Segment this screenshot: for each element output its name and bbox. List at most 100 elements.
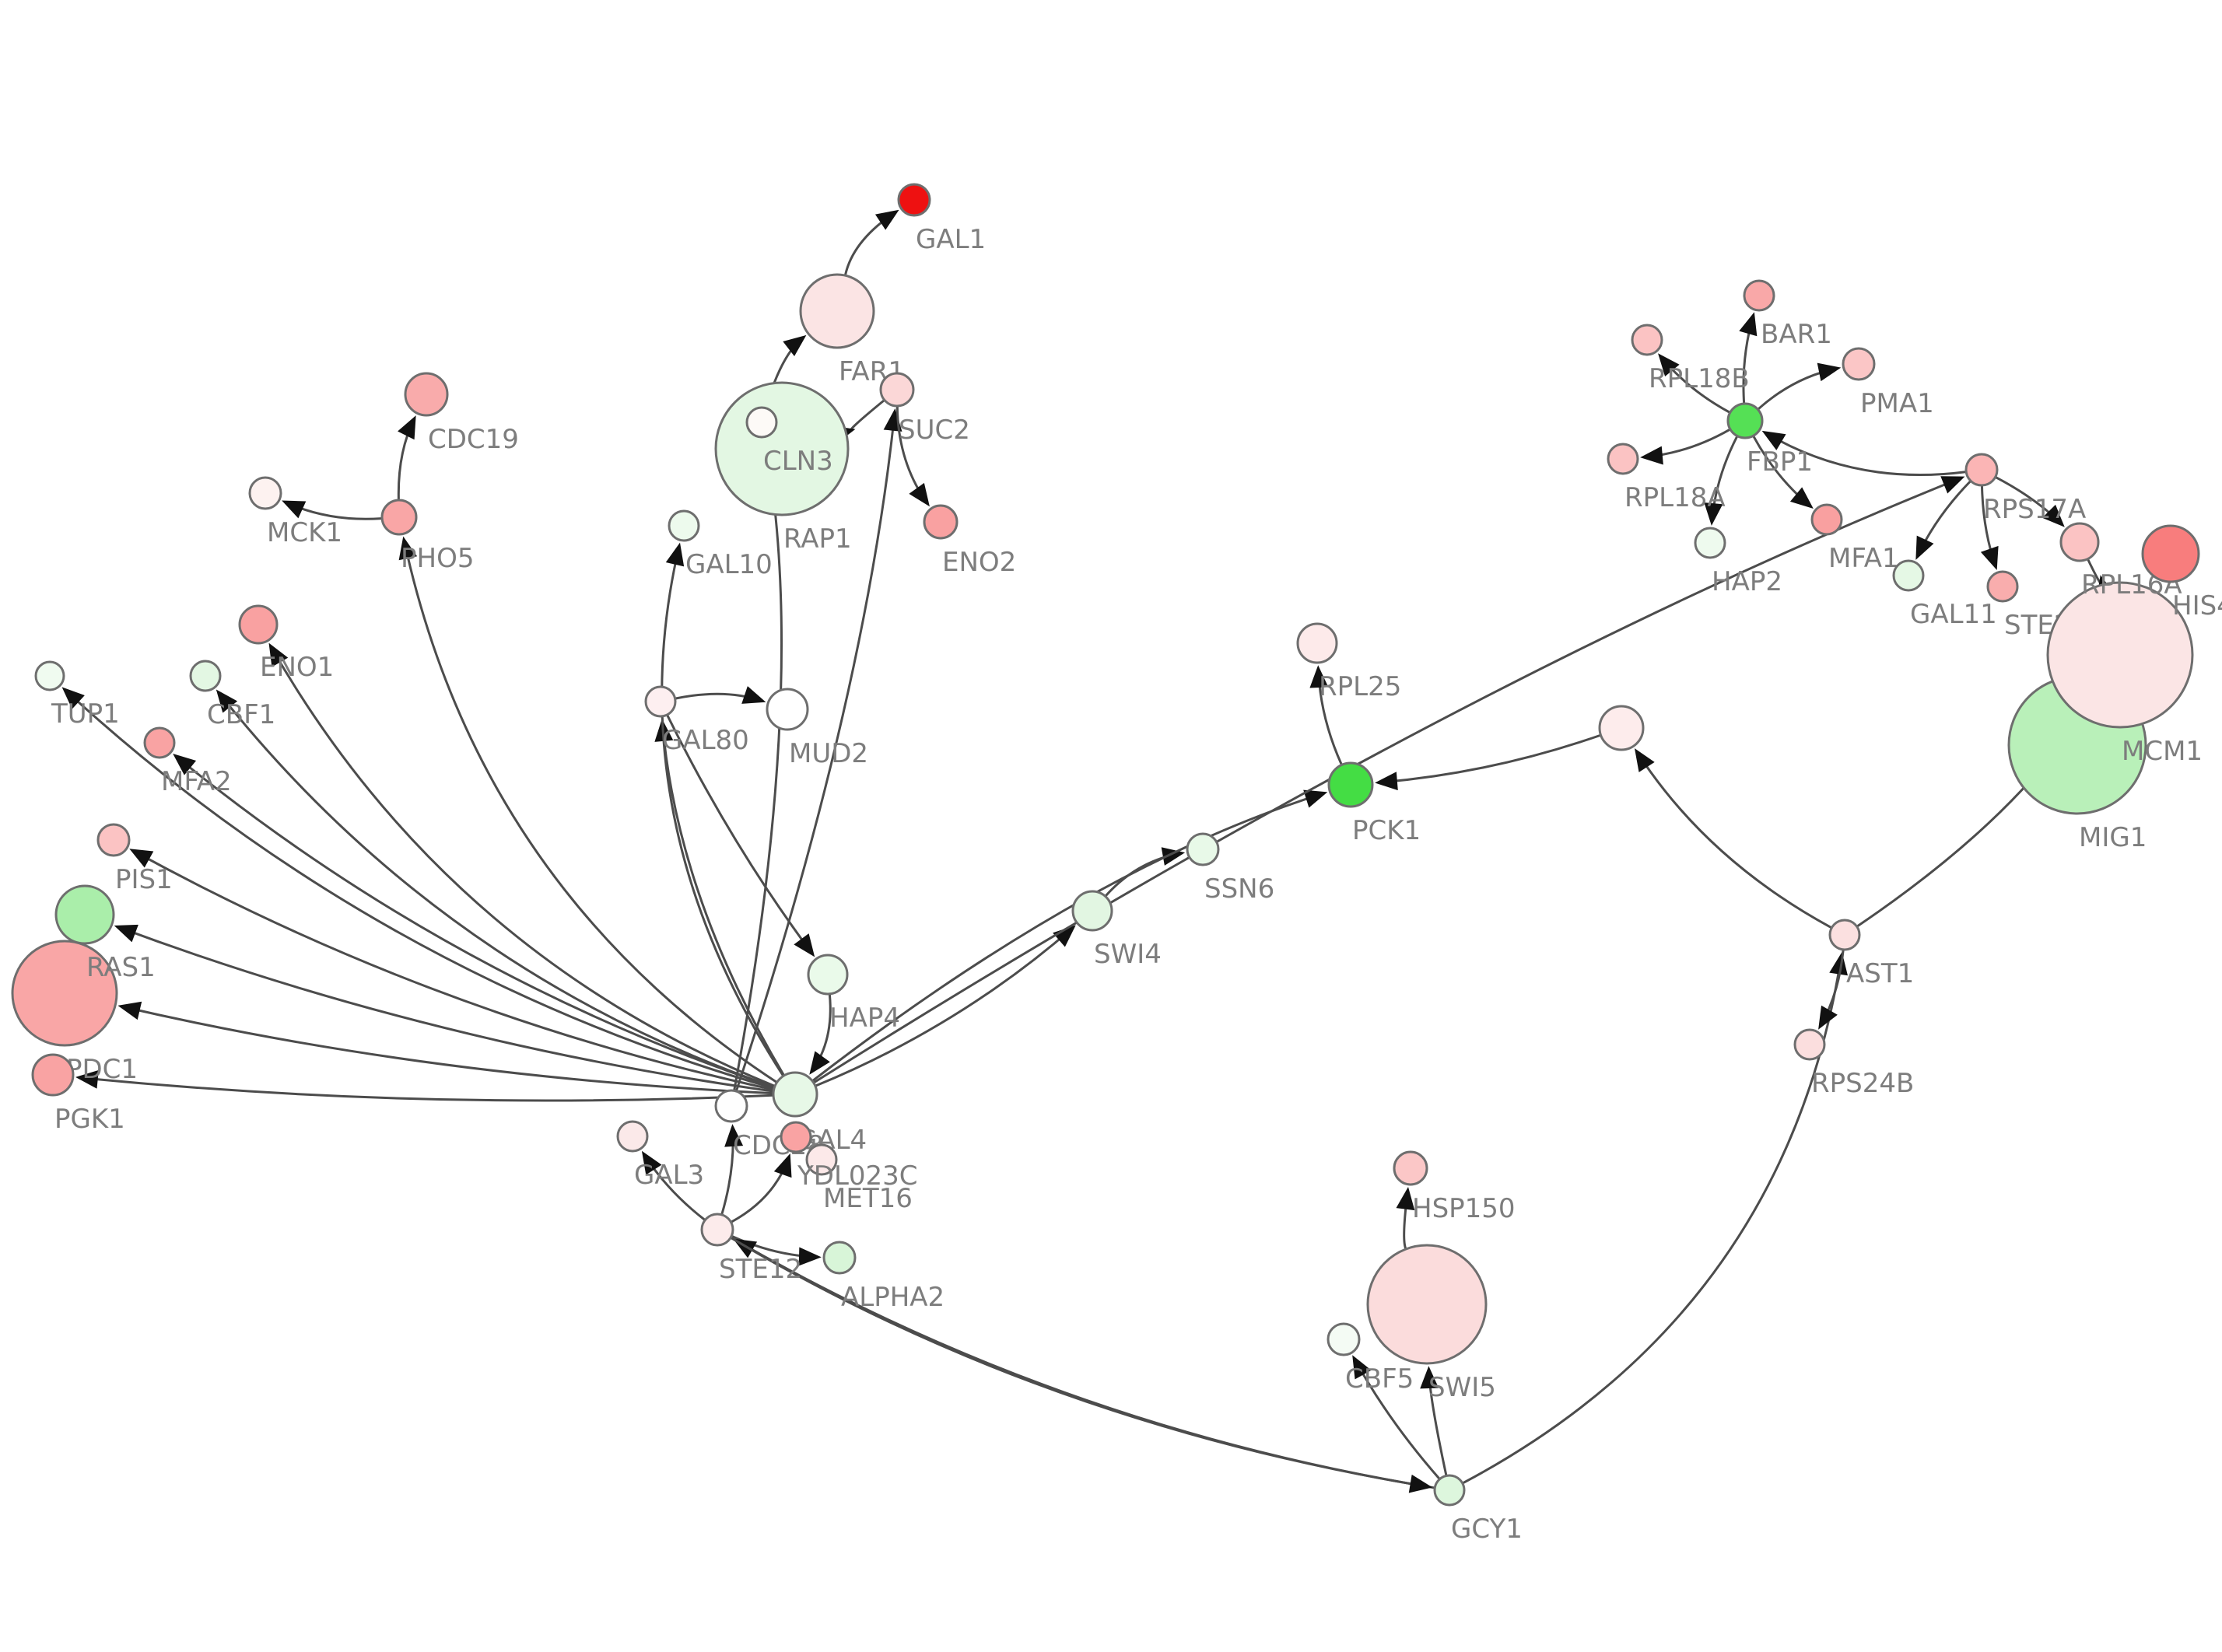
node-mfa1[interactable]: MFA1 [1810,503,1899,574]
node-circle-his4[interactable] [2141,524,2200,583]
node-circle-pis1[interactable] [96,823,131,857]
node-tup1[interactable]: TUP1 [34,660,120,730]
node-circle-suc2[interactable] [879,372,915,408]
node-circle-gal11[interactable] [1892,559,1925,592]
node-rps24b[interactable]: RPS24B [1793,1028,1914,1099]
node-circle-eno2[interactable] [923,504,959,540]
edge-gcy1-swi5[interactable] [1420,1366,1448,1475]
node-circle-rpl16a[interactable] [2059,522,2100,562]
node-circle-gal10[interactable] [668,509,700,542]
node-rpl18b[interactable]: RPL18B [1631,324,1750,394]
node-swi5[interactable]: SWI5 [1366,1244,1496,1403]
node-circle-eno1[interactable] [238,604,279,645]
edge-pck1-rpl25[interactable] [1309,665,1343,765]
node-circle-hsp150[interactable] [1393,1150,1428,1186]
edge-fbp1-pma1[interactable] [1758,362,1842,410]
node-circle-swi4[interactable] [1071,890,1113,932]
node-circle-rpl25[interactable] [1296,622,1338,664]
node-circle-hap2[interactable] [1694,527,1726,559]
node-mck1[interactable]: MCK1 [248,476,342,548]
edge-gal4-tup1[interactable] [61,687,774,1090]
edge-cdc28-suc2[interactable] [735,408,902,1091]
edge-far1-gal1[interactable] [844,209,899,275]
edge-swi4-ssn6[interactable] [1105,847,1186,897]
node-pck1[interactable]: PCK1 [1327,761,1421,846]
edge-ste12-gal3[interactable] [641,1150,706,1221]
node-gal11[interactable]: GAL11 [1892,559,1997,630]
node-hsp150[interactable]: HSP150 [1393,1150,1516,1224]
node-pdc1[interactable]: PDC1 [11,940,138,1085]
edge-node1-pck1[interactable] [1375,734,1601,791]
node-swi4[interactable]: SWI4 [1071,890,1162,970]
edge-fbp1-hap2[interactable] [1704,436,1738,526]
node-met16[interactable]: MET16 [805,1143,913,1214]
edge-fbp1-rpl18a[interactable] [1640,429,1730,465]
node-circle-rpl18a[interactable] [1607,443,1639,475]
node-mfa2[interactable]: MFA2 [143,726,232,797]
node-circle-fbp1[interactable] [1726,402,1764,439]
node-unlabeled[interactable] [1598,705,1645,751]
edge-rps17a-rpl16a[interactable] [1995,476,2065,527]
edge-gal4-pho5[interactable] [398,536,777,1083]
node-suc2[interactable]: SUC2 [879,372,970,446]
edge-suc2-rap1[interactable] [831,399,885,444]
edge-gal4-gal80[interactable] [654,719,785,1076]
edge-suc2-eno2[interactable] [895,406,930,507]
edge-rps17a-ste2[interactable] [1980,485,1999,571]
node-gal3[interactable]: GAL3 [616,1120,704,1191]
node-ssn6[interactable]: SSN6 [1186,832,1274,905]
node-circle-gal4[interactable] [772,1071,818,1118]
node-pgk1[interactable]: PGK1 [31,1053,125,1135]
node-circle-gal80[interactable] [644,685,677,718]
node-cbf1[interactable]: CBF1 [189,660,275,730]
node-eno2[interactable]: ENO2 [923,504,1016,578]
node-rap1[interactable]: RAP1 [714,381,852,555]
edge-hap4-gal4[interactable] [809,994,832,1075]
node-bar1[interactable]: BAR1 [1743,279,1832,350]
node-circle-far1[interactable] [799,273,875,349]
node-circle-mfa1[interactable] [1810,503,1843,536]
node-circle-pdc1[interactable] [11,940,118,1047]
edge-gal4-cbf1[interactable] [216,689,775,1088]
edge-gal80-hap4[interactable] [666,715,815,957]
node-circle-mck1[interactable] [248,476,282,510]
node-circle-gcy1[interactable] [1433,1474,1466,1507]
node-alpha2[interactable]: ALPHA2 [822,1241,945,1313]
edge-rpl16a-mcm1[interactable] [2087,558,2115,600]
node-circle-pck1[interactable] [1327,761,1374,808]
edge-swi5-hsp150[interactable] [1396,1187,1415,1249]
node-circle-ssn6[interactable] [1186,832,1220,866]
edge-gal80-mud2[interactable] [675,686,766,704]
node-circle-alpha2[interactable] [822,1241,857,1275]
edge-ste12-ydl023c[interactable] [731,1153,792,1223]
node-circle-cln3[interactable] [745,406,778,439]
node-ydl023c[interactable]: YDL023C [780,1121,918,1192]
node-circle-ast1[interactable] [1828,919,1861,951]
node-circle-cdc19[interactable] [404,372,449,417]
node-circle-tup1[interactable] [34,660,65,691]
node-gal80[interactable]: GAL80 [644,685,749,756]
edge-fbp1-bar1[interactable] [1739,312,1758,404]
edge-cdc28-cln3[interactable] [733,439,783,1090]
node-circle-bar1[interactable] [1743,279,1775,312]
edge-fbp1-rpl18b[interactable] [1658,353,1730,414]
edge-gal4-ras1[interactable] [114,924,773,1093]
edge-gal4-gal10[interactable] [661,542,784,1076]
node-gcy1[interactable]: GCY1 [1433,1474,1523,1545]
node-circle-unlabeled[interactable] [1598,705,1645,751]
node-circle-ydl023c[interactable] [780,1121,812,1153]
node-pma1[interactable]: PMA1 [1842,347,1934,419]
edge-gcy1-ast1[interactable] [1462,951,1848,1484]
edge-rps17a-fbp1[interactable] [1761,430,1966,476]
edge-gal4-pgk1[interactable] [75,1069,773,1102]
node-gal1[interactable]: GAL1 [897,183,986,255]
node-circle-gal3[interactable] [616,1120,649,1153]
edge-ast1-rps24b[interactable] [1818,950,1845,1030]
node-pho5[interactable]: PHO5 [380,499,474,574]
node-circle-cbf5[interactable] [1327,1322,1361,1356]
edge-gal4-swi4[interactable] [815,925,1076,1087]
node-rpl25[interactable]: RPL25 [1296,622,1401,702]
node-circle-met16[interactable] [805,1143,838,1176]
edge-pho5-cdc19[interactable] [397,415,416,500]
